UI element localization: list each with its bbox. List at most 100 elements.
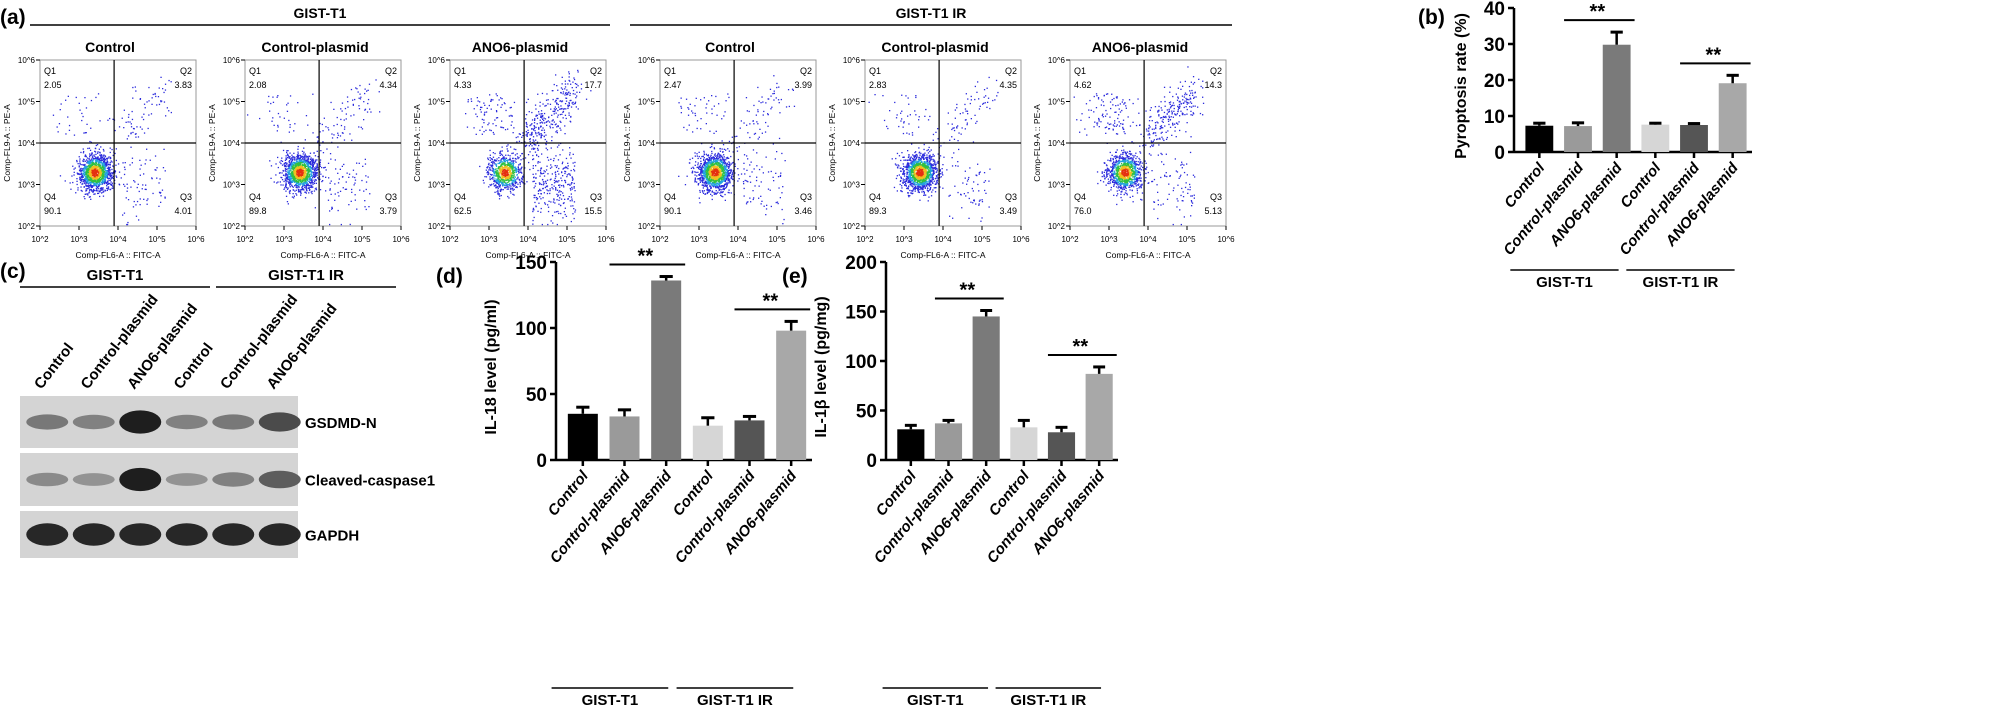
flow-event-dot	[678, 175, 680, 177]
flow-event-dot	[573, 165, 576, 167]
flow-event-dot	[711, 195, 713, 197]
flow-event-dot	[319, 131, 321, 133]
flow-event-dot	[293, 169, 296, 171]
flow-event-dot	[762, 114, 764, 116]
flow-event-dot	[559, 154, 561, 156]
flow-event-dot	[132, 206, 135, 208]
flow-event-dot	[293, 170, 295, 172]
flow-event-dot	[509, 172, 511, 174]
flow-event-dot	[130, 186, 132, 188]
flow-event-dot	[465, 113, 467, 115]
flow-event-dot	[88, 171, 91, 173]
flow-event-dot	[144, 188, 146, 190]
flow-event-dot	[577, 69, 579, 72]
flow-event-dot	[573, 182, 575, 185]
quadrant-value-q2: 17.7	[584, 80, 602, 90]
flow-event-dot	[313, 179, 315, 181]
flow-event-dot	[287, 175, 289, 177]
flow-event-dot	[103, 161, 105, 163]
panel-label-a: (a)	[0, 6, 26, 29]
flow-event-dot	[498, 172, 500, 174]
flow-event-dot	[540, 134, 542, 137]
flow-event-dot	[481, 126, 483, 128]
flow-event-dot	[513, 127, 515, 129]
flow-event-dot	[713, 105, 715, 107]
flow-event-dot	[558, 199, 560, 201]
flow-event-dot	[92, 170, 94, 172]
flow-event-dot	[160, 201, 162, 203]
flow-event-dot	[291, 168, 293, 170]
flow-event-dot	[514, 157, 516, 160]
flow-event-dot	[509, 177, 512, 179]
flow-event-dot	[552, 127, 554, 129]
flow-event-dot	[509, 171, 511, 173]
flow-event-dot	[556, 199, 558, 201]
flow-event-dot	[565, 100, 568, 102]
flow-event-dot	[560, 177, 562, 179]
flow-event-dot	[303, 147, 305, 149]
flow-event-dot	[571, 87, 573, 89]
flow-event-dot	[769, 88, 772, 90]
flow-event-dot	[89, 166, 91, 168]
flow-event-dot	[131, 118, 134, 121]
flow-event-dot	[285, 183, 287, 185]
flow-event-dot	[89, 160, 91, 162]
flow-event-dot	[91, 152, 93, 154]
flow-event-dot	[722, 159, 724, 161]
flow-event-dot	[276, 96, 278, 98]
flow-event-dot	[293, 167, 295, 169]
flow-event-dot	[85, 160, 87, 162]
flow-event-dot	[78, 166, 80, 168]
flow-event-dot	[561, 88, 564, 90]
flow-event-dot	[552, 110, 554, 112]
flow-event-dot	[343, 119, 345, 121]
flow-event-dot	[131, 162, 133, 164]
flow-event-dot	[538, 128, 540, 130]
flow-event-dot	[725, 169, 727, 171]
flow-event-dot	[489, 176, 491, 178]
flow-event-dot	[483, 122, 485, 124]
flow-event-dot	[102, 157, 104, 159]
flow-event-dot	[102, 173, 104, 175]
flow-event-dot	[512, 157, 514, 160]
flow-event-dot	[504, 167, 506, 169]
flow-event-dot	[84, 168, 86, 170]
flow-event-dot	[127, 221, 129, 224]
flow-event-dot	[571, 198, 573, 200]
flow-event-dot	[302, 185, 304, 188]
flow-event-dot	[700, 175, 702, 177]
flow-event-dot	[92, 191, 94, 193]
flow-event-dot	[708, 190, 710, 192]
flow-event-dot	[711, 198, 713, 201]
flow-event-dot	[501, 172, 503, 174]
flow-event-dot	[567, 165, 569, 167]
flow-event-dot	[94, 173, 96, 175]
flow-event-dot	[527, 129, 529, 131]
flow-event-dot	[489, 184, 491, 186]
flow-event-dot	[502, 174, 504, 176]
flow-event-dot	[571, 200, 573, 202]
flow-event-dot	[707, 177, 709, 179]
flow-event-dot	[719, 156, 721, 158]
flow-event-dot	[715, 168, 717, 170]
flow-event-dot	[709, 189, 711, 191]
flow-event-dot	[307, 167, 309, 169]
flow-event-dot	[500, 178, 503, 181]
flow-event-dot	[564, 179, 566, 182]
flow-event-dot	[300, 174, 302, 176]
flow-event-dot	[295, 180, 298, 182]
flow-event-dot	[572, 213, 574, 215]
flow-event-dot	[286, 110, 289, 112]
flow-event-dot	[341, 176, 344, 178]
flow-event-dot	[314, 176, 316, 179]
flow-event-dot	[298, 189, 300, 191]
flow-event-dot	[309, 170, 311, 172]
flow-event-dot	[554, 172, 556, 174]
flow-event-dot	[701, 176, 703, 178]
flow-event-dot	[556, 146, 559, 148]
flow-event-dot	[99, 179, 101, 181]
flow-event-dot	[520, 177, 523, 179]
flow-event-dot	[364, 88, 366, 90]
flow-event-dot	[489, 154, 491, 156]
flow-event-dot	[502, 175, 505, 178]
